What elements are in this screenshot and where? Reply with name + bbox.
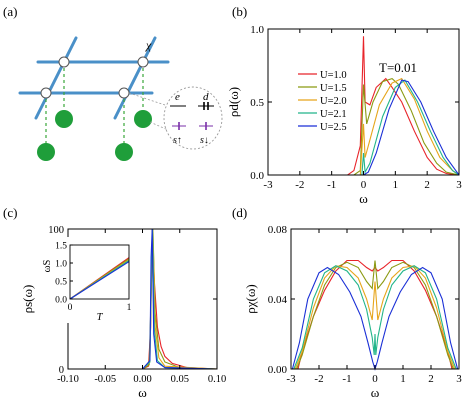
legend-label: U=1.5 — [320, 83, 347, 94]
series-line-u-2-5 — [268, 79, 460, 176]
inset-x-axis-label: T — [97, 312, 104, 323]
temperature-label: T=0.01 — [379, 60, 417, 75]
series-line-u-1-0 — [297, 259, 453, 370]
y-axis-label: ρd(ω) — [226, 87, 241, 117]
panel-d-label: (d) — [232, 205, 247, 220]
y-tick-label: 0.04 — [268, 294, 288, 306]
y-tick-label: 100 — [48, 225, 64, 236]
lattice-node — [118, 87, 130, 99]
legend-label: U=2.0 — [320, 96, 347, 107]
impurity-site — [55, 110, 73, 128]
series-line-u-2-1 — [268, 79, 460, 176]
site-links — [45, 62, 144, 150]
series-line-u-1-5 — [268, 77, 460, 176]
x-tick-label: 0 — [372, 373, 378, 385]
x-tick-label: 0.10 — [208, 374, 226, 385]
series-line-u-2-0 — [294, 265, 456, 370]
s-up-label: s↑ — [173, 135, 182, 146]
panel-a: (a) χ — [3, 4, 223, 161]
series-line-u-1-5 — [296, 260, 454, 370]
legend-label: U=2.1 — [320, 109, 347, 120]
panel-a-label: (a) — [3, 4, 17, 19]
d-label: d — [203, 91, 209, 103]
impurity-site — [115, 143, 133, 161]
inset-y-tick-label: 0.5 — [55, 278, 67, 288]
inset-chart: 0.0 0.5 1.0 1.5 0 1 TωS — [40, 237, 141, 323]
lattice-bond — [34, 36, 78, 120]
x-tick-label: 0 — [361, 179, 367, 191]
inset-y-tick-label: 1.0 — [55, 260, 67, 270]
y-tick-label: 0.5 — [250, 97, 264, 109]
zoom-line — [128, 92, 166, 106]
y-tick-label: 0.00 — [268, 364, 288, 376]
inset-x-tick-label: 0 — [68, 303, 73, 313]
chart-panel-b: -3 -2 -1 0 1 2 3 0.0 0.5 1.0 ω ρd(ω) — [226, 24, 462, 206]
x-tick-label: -1 — [342, 373, 351, 385]
chart-panel-d: -3 -2 -1 0 1 2 3 0.00 0.04 0.08 ω ρχ(ω) — [243, 224, 462, 400]
panel-b-label: (b) — [232, 4, 247, 19]
inset-x-tick-label: 1 — [127, 303, 132, 313]
lattice-node — [40, 87, 52, 99]
legend-label: U=1.0 — [320, 70, 347, 81]
e-label: e — [175, 91, 180, 103]
zoom-line — [149, 121, 169, 131]
y-tick-label: 0.08 — [268, 224, 288, 236]
x-axis-label: ω — [138, 385, 147, 400]
series-line-u-1-0 — [68, 228, 218, 370]
legend: U=1.0 U=1.5 U=2.0 U=2.1 U=2.5 — [298, 70, 347, 133]
x-tick-label: -2 — [314, 373, 323, 385]
x-tick-label: 1 — [393, 179, 399, 191]
impurity-site — [37, 143, 55, 161]
y-axis-label: ρs(ω) — [20, 285, 35, 314]
x-tick-label: 3 — [456, 179, 462, 191]
inset-background — [40, 237, 141, 323]
lattice-node — [58, 56, 70, 68]
zoom-bubble: e d s↑ s↓ — [128, 86, 223, 150]
y-tick-label: 0.0 — [250, 170, 264, 182]
series-line-u-1-0 — [268, 36, 460, 176]
x-tick-label: 2 — [424, 179, 430, 191]
y-tick-label: 0 — [59, 365, 64, 376]
x-axis-label: ω — [371, 385, 380, 400]
x-tick-label: 0.00 — [133, 374, 151, 385]
impurity-site — [134, 110, 152, 128]
x-tick-label: -0.05 — [94, 374, 116, 385]
inset-y-tick-label: 1.5 — [55, 242, 67, 252]
lattice-nodes — [40, 56, 149, 99]
s-down-label: s↓ — [200, 135, 209, 146]
inset-y-tick-label: 0.0 — [55, 296, 67, 306]
x-axis-label: ω — [359, 191, 368, 206]
x-tick-label: -3 — [286, 373, 296, 385]
x-tick-label: 1 — [400, 373, 406, 385]
lattice-node — [137, 56, 149, 68]
x-tick-label: -1 — [327, 179, 336, 191]
series-line-u-2-0 — [268, 77, 460, 176]
inset-frame — [69, 244, 130, 300]
x-tick-label: 3 — [456, 373, 462, 385]
y-axis-label: ρχ(ω) — [243, 284, 258, 313]
chart-panel-c: -0.10-0.050.000.050.10050100ωρs(ω) — [20, 225, 226, 400]
x-tick-label: -2 — [295, 179, 304, 191]
impurity-sites — [37, 110, 152, 161]
x-tick-label: 0.05 — [171, 374, 189, 385]
y-tick-label: 1.0 — [250, 24, 264, 36]
inset-y-axis-label: ωS — [42, 259, 53, 272]
panel-c-label: (c) — [3, 205, 17, 220]
x-tick-label: -3 — [263, 179, 273, 191]
zoom-ellipse — [163, 86, 223, 150]
series-line-u-2-1 — [293, 265, 457, 370]
lattice-bond — [113, 36, 157, 120]
chi-label: χ — [145, 38, 152, 52]
legend-label: U=2.5 — [320, 122, 347, 133]
x-tick-label: -0.10 — [57, 374, 79, 385]
x-tick-label: 2 — [428, 373, 434, 385]
inset-series-line — [69, 261, 130, 300]
